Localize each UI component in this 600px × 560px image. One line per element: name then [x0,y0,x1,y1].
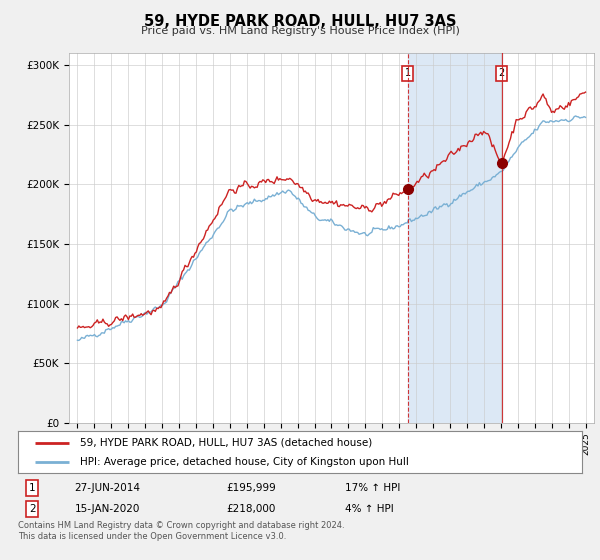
Text: 15-JAN-2020: 15-JAN-2020 [74,503,140,514]
Text: Price paid vs. HM Land Registry's House Price Index (HPI): Price paid vs. HM Land Registry's House … [140,26,460,36]
Bar [407,53,502,423]
Text: £195,999: £195,999 [227,483,277,493]
Text: 1: 1 [29,483,35,493]
Text: 1: 1 [404,68,410,78]
Text: 27-JUN-2014: 27-JUN-2014 [74,483,140,493]
Text: 59, HYDE PARK ROAD, HULL, HU7 3AS: 59, HYDE PARK ROAD, HULL, HU7 3AS [144,14,456,29]
Text: 2: 2 [499,68,505,78]
Text: 4% ↑ HPI: 4% ↑ HPI [345,503,394,514]
Text: £218,000: £218,000 [227,503,276,514]
Text: 17% ↑ HPI: 17% ↑ HPI [345,483,400,493]
Text: 59, HYDE PARK ROAD, HULL, HU7 3AS (detached house): 59, HYDE PARK ROAD, HULL, HU7 3AS (detac… [80,437,372,447]
Text: HPI: Average price, detached house, City of Kingston upon Hull: HPI: Average price, detached house, City… [80,457,409,467]
Text: Contains HM Land Registry data © Crown copyright and database right 2024.
This d: Contains HM Land Registry data © Crown c… [18,521,344,541]
Text: 2: 2 [29,503,35,514]
